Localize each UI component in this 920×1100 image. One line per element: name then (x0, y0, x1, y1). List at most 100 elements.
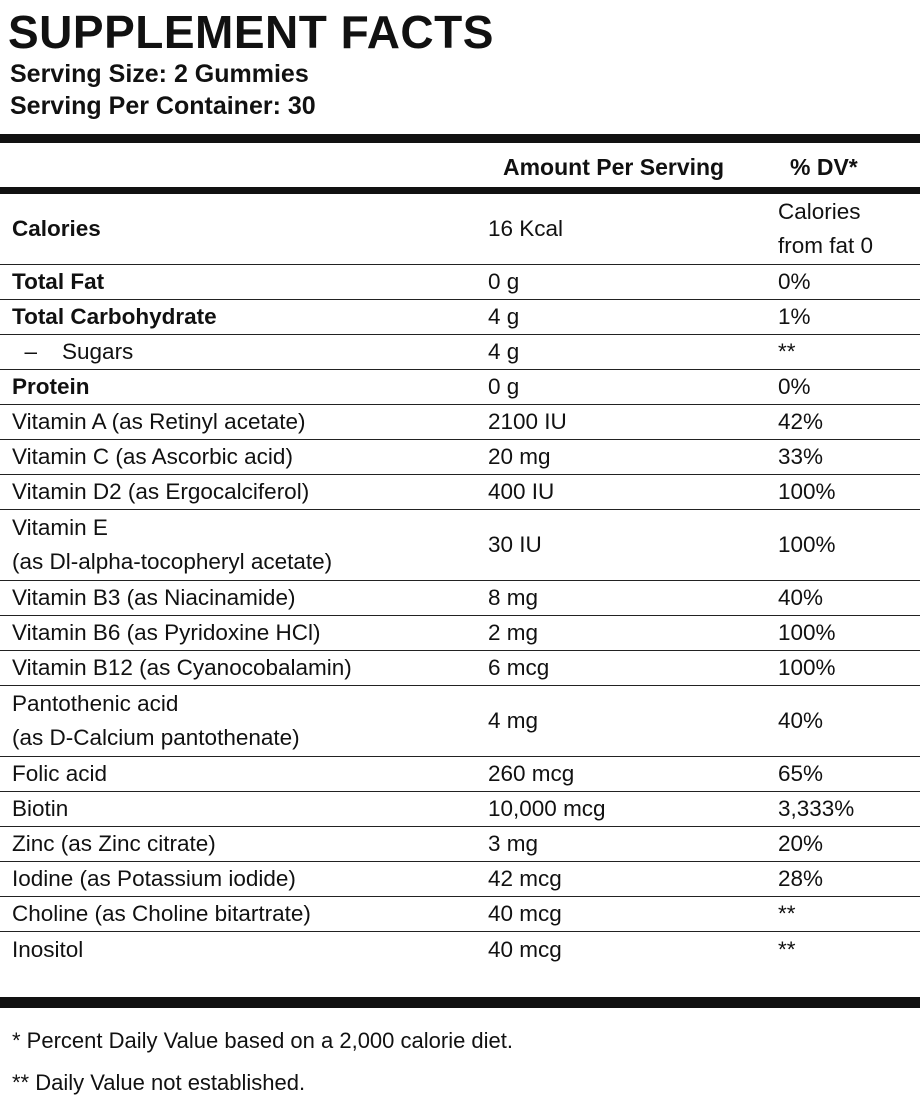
column-header: Amount Per Serving (503, 154, 725, 180)
amount: 10,000 mcg (488, 796, 606, 821)
nutrient-row: Total Carbohydrate 4 g 1% (0, 300, 920, 335)
name-line: Zinc (as Zinc citrate) (12, 831, 216, 856)
name-line: Total Fat (12, 269, 105, 294)
column-header: % DV* (790, 154, 858, 180)
name-line: Vitamin B12 (as Cyanocobalamin) (12, 655, 352, 680)
name-line: Choline (as Choline bitartrate) (12, 901, 311, 926)
nutrient-row: Vitamin D2 (as Ergocalciferol) 400 IU 100% (0, 475, 920, 510)
dv-line: ** (778, 339, 796, 364)
nutrient-name: Vitamin A (as Retinyl acetate) (12, 405, 500, 439)
dv-line: 100% (778, 479, 836, 504)
name-line: Vitamin B3 (as Niacinamide) (12, 585, 296, 610)
daily-value: 20% (778, 827, 908, 861)
amount: 0 g (488, 374, 520, 399)
dv-line: 3,333% (778, 796, 855, 821)
name-line: Vitamin D2 (as Ergocalciferol) (12, 479, 310, 504)
nutrient-name: Calories (12, 212, 500, 246)
nutrient-row: Vitamin C (as Ascorbic acid) 20 mg 33% (0, 440, 920, 475)
nutrient-name: Vitamin D2 (as Ergocalciferol) (12, 475, 500, 509)
label-title: SUPPLEMENT FACTS (8, 6, 494, 58)
dv-line: ** (778, 936, 796, 962)
daily-value: Calories from fat 0 (778, 195, 908, 263)
nutrient-row: Calories 16 Kcal Calories from fat 0 (0, 194, 920, 265)
nutrient-name: Vitamin B3 (as Niacinamide) (12, 581, 500, 615)
thick-rule (0, 134, 920, 143)
amount: 2 mg (488, 620, 539, 645)
nutrient-rows: Calories 16 Kcal Calories from fat 0 Total F… (0, 194, 920, 967)
daily-value: 33% (778, 440, 908, 474)
name-line: Vitamin C (as Ascorbic acid) (12, 444, 293, 469)
name-line: Vitamin E (12, 515, 108, 540)
nutrient-row: Folic acid 260 mcg 65% (0, 757, 920, 792)
servings-per-container: Serving Per Container: 30 (10, 92, 316, 120)
nutrient-row: Biotin 10,000 mcg 3,333% (0, 792, 920, 827)
nutrient-row: Vitamin B6 (as Pyridoxine HCl) 2 mg 100% (0, 616, 920, 651)
name-line: Total Carbohydrate (12, 304, 217, 329)
footnote: * Percent Daily Value based on a 2,000 c… (12, 1028, 514, 1053)
nutrient-name: Choline (as Choline bitartrate) (12, 897, 500, 931)
nutrient-name: Iodine (as Potassium iodide) (12, 862, 500, 896)
nutrient-row: – Sugars 4 g ** (0, 335, 920, 370)
dv-line: 20% (778, 831, 824, 856)
thick-rule (0, 997, 920, 1008)
daily-value: 100% (778, 475, 908, 509)
daily-value: 65% (778, 757, 908, 791)
daily-value: 0% (778, 265, 908, 299)
daily-value: 1% (778, 300, 908, 334)
daily-value: 0% (778, 370, 908, 404)
daily-value: 28% (778, 862, 908, 896)
amount: 0 g (488, 269, 520, 294)
nutrient-name: Inositol (12, 933, 500, 967)
amount: 30 IU (488, 532, 542, 557)
amount: 3 mg (488, 831, 539, 856)
dv-line: 42% (778, 409, 824, 434)
dv-line: 40% (778, 708, 824, 733)
name-line: Folic acid (12, 761, 108, 786)
dv-line: 100% (778, 532, 836, 557)
nutrient-name: Zinc (as Zinc citrate) (12, 827, 500, 861)
dv-line: 1% (778, 304, 811, 329)
nutrient-name: Vitamin E (as Dl-alpha-tocopheryl acetate… (12, 511, 500, 579)
daily-value: 40% (778, 581, 908, 615)
name-line: Iodine (as Potassium iodide) (12, 866, 296, 891)
name-line: (as D-Calcium pantothenate) (12, 725, 300, 750)
daily-value: 42% (778, 405, 908, 439)
name-line: Calories (12, 216, 101, 241)
amount: 4 g (488, 304, 520, 329)
name-line: Vitamin B6 (as Pyridoxine HCl) (12, 620, 321, 645)
daily-value: 3,333% (778, 792, 908, 826)
nutrient-name: – Sugars (12, 335, 500, 369)
nutrient-row: Vitamin B12 (as Cyanocobalamin) 6 mcg 100% (0, 651, 920, 686)
dv-line: 33% (778, 444, 824, 469)
nutrient-row: Vitamin E (as Dl-alpha-tocopheryl acetate… (0, 510, 920, 581)
nutrient-name: Total Carbohydrate (12, 300, 500, 334)
name-line: Pantothenic acid (12, 691, 179, 716)
nutrient-name: Total Fat (12, 265, 500, 299)
nutrient-row: Protein 0 g 0% (0, 370, 920, 405)
amount: 2100 IU (488, 409, 567, 434)
amount: 42 mcg (488, 866, 562, 891)
amount: 16 Kcal (488, 216, 564, 241)
daily-value: ** (778, 897, 908, 931)
daily-value: ** (778, 933, 908, 967)
dv-line: 28% (778, 866, 824, 891)
nutrient-name: Pantothenic acid (as D-Calcium pantothena… (12, 687, 500, 755)
dv-line: 0% (778, 374, 811, 399)
amount: 4 g (488, 339, 520, 364)
daily-value: 100% (778, 616, 908, 650)
serving-size: Serving Size: 2 Gummies (10, 60, 309, 88)
nutrient-row: Vitamin B3 (as Niacinamide) 8 mg 40% (0, 581, 920, 616)
nutrient-name: Vitamin B12 (as Cyanocobalamin) (12, 651, 500, 685)
amount: 40 mcg (488, 936, 562, 962)
nutrient-name: Folic acid (12, 757, 500, 791)
thick-rule (0, 187, 920, 194)
name-line: (as Dl-alpha-tocopheryl acetate) (12, 549, 333, 574)
daily-value: 100% (778, 651, 908, 685)
amount: 400 IU (488, 479, 555, 504)
amount: 260 mcg (488, 761, 575, 786)
footnote: ** Daily Value not established. (12, 1070, 306, 1095)
amount: 6 mcg (488, 655, 550, 680)
nutrient-row: Choline (as Choline bitartrate) 40 mcg ** (0, 897, 920, 932)
dv-line: 100% (778, 655, 836, 680)
